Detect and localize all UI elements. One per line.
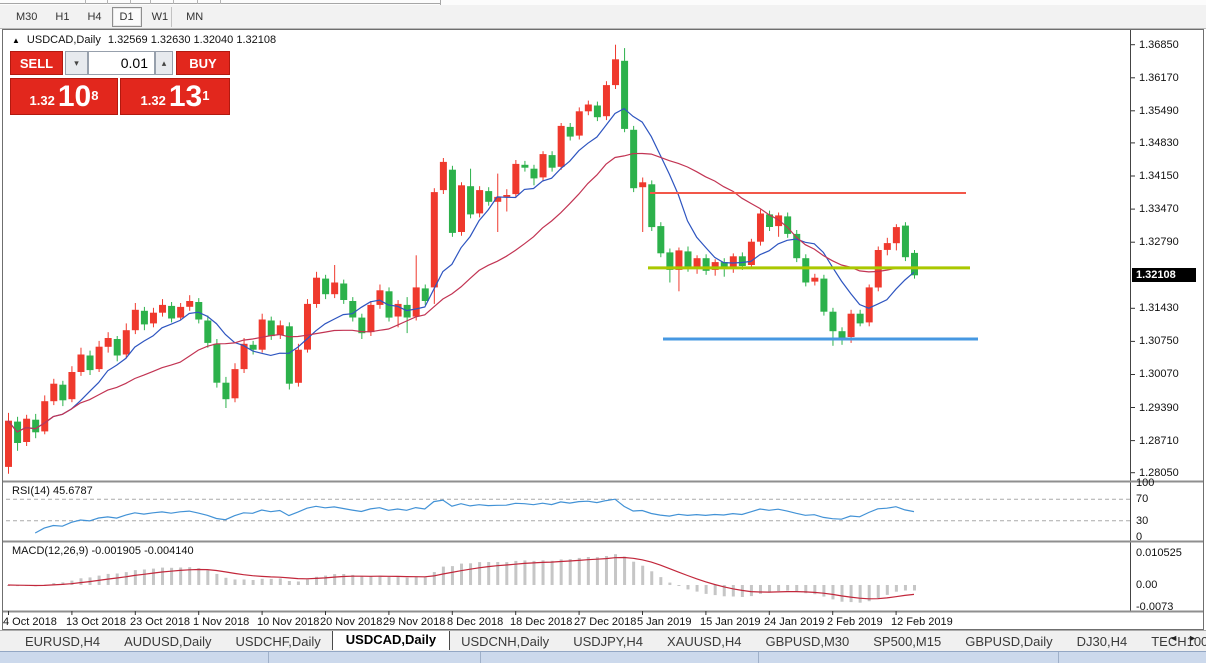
date-tick-label: 20 Nov 2018	[320, 616, 383, 628]
ohlc-values: 1.32569 1.32630 1.32040 1.32108	[107, 34, 277, 46]
price-tick-label: 1.32790	[1139, 236, 1179, 248]
price-tick-label: 1.31430	[1139, 302, 1179, 314]
timeframe-button-h1[interactable]: H1	[55, 10, 70, 23]
date-tick-label: 27 Dec 2018	[574, 616, 637, 628]
tab-usdchf-daily[interactable]: USDCHF,Daily	[235, 633, 321, 649]
collapse-triangle-icon[interactable]: ▲	[12, 35, 20, 45]
toolbar-button-edge	[220, 0, 221, 4]
tab-scroll-right-icon[interactable]: ►	[1188, 633, 1197, 643]
date-tick-label: 23 Oct 2018	[130, 616, 190, 628]
tab-gbpusd-m30[interactable]: GBPUSD,M30	[765, 633, 850, 649]
status-bar-divider	[758, 652, 759, 663]
price-tick-label: 1.28050	[1139, 467, 1179, 479]
date-tick-label: 5 Jan 2019	[637, 616, 692, 628]
tab-usdcad-daily[interactable]: USDCAD,Daily	[331, 631, 451, 650]
price-tick-label: 1.34830	[1139, 137, 1179, 149]
date-tick-label: 4 Oct 2018	[3, 616, 57, 628]
rsi-level-label: 30	[1136, 515, 1149, 527]
date-tick-label: 29 Nov 2018	[383, 616, 446, 628]
tab-eurusd-h4[interactable]: EURUSD,H4	[25, 633, 101, 649]
toolbar-button-edge	[107, 0, 108, 4]
tab-audusd-daily[interactable]: AUDUSD,Daily	[124, 633, 212, 649]
timeframe-button-mn[interactable]: MN	[186, 10, 204, 23]
status-bar-divider	[268, 652, 269, 663]
status-bar-divider	[480, 652, 481, 663]
macd-level-label: 0.00	[1136, 579, 1158, 591]
price-tick-label: 1.28710	[1139, 435, 1179, 447]
date-tick-label: 8 Dec 2018	[447, 616, 504, 628]
buy-price-box[interactable]: 1.32 13 1	[120, 78, 230, 115]
tab-xauusd-h4[interactable]: XAUUSD,H4	[667, 633, 742, 649]
tab-scroll-buttons: ◄ ►	[1164, 633, 1202, 643]
date-tick-label: 13 Oct 2018	[66, 616, 126, 628]
price-tick-label: 1.34150	[1139, 170, 1179, 182]
timeframe-button-h4[interactable]: H4	[87, 10, 102, 23]
price-tick-label: 1.30750	[1139, 335, 1179, 347]
sell-price-point: 8	[91, 88, 99, 103]
macd-level-label: 0.010525	[1136, 547, 1182, 559]
date-tick-label: 12 Feb 2019	[891, 616, 953, 628]
price-tick-label: 1.29390	[1139, 402, 1179, 414]
tab-sp500-m15[interactable]: SP500,M15	[873, 633, 942, 649]
current-price-badge: 1.32108	[1132, 268, 1196, 282]
toolbar-button-edge	[85, 0, 86, 4]
volume-decrease-button[interactable]: ▾	[65, 51, 88, 75]
chart-title: ▲ USDCAD,Daily 1.32569 1.32630 1.32040 1…	[12, 33, 276, 47]
tab-usdjpy-h4[interactable]: USDJPY,H4	[573, 633, 644, 649]
chart-tab-bar: EURUSD,H4 AUDUSD,Daily USDCHF,Daily USDCAD,…	[0, 630, 1206, 651]
price-tick-label: 1.33470	[1139, 203, 1179, 215]
rsi-label: RSI(14) 45.6787	[12, 485, 93, 497]
sell-price-box[interactable]: 1.32 10 8	[10, 78, 118, 115]
symbol-period-label: USDCAD,Daily	[26, 34, 101, 46]
price-tick-label: 1.35490	[1139, 105, 1179, 117]
macd-label: MACD(12,26,9) -0.001905 -0.004140	[12, 545, 194, 557]
rsi-level-label: 0	[1136, 531, 1143, 543]
status-bar-divider	[1058, 652, 1059, 663]
date-tick-label: 1 Nov 2018	[193, 616, 250, 628]
spin-up-icon: ▴	[161, 57, 167, 68]
date-tick-label: 15 Jan 2019	[700, 616, 761, 628]
tab-tech100-h1[interactable]: TECH100,H1	[1151, 633, 1206, 649]
buy-button[interactable]: BUY	[176, 51, 230, 75]
tab-dj30-h4[interactable]: DJ30,H4	[1076, 633, 1128, 649]
toolbar-separator	[171, 7, 172, 27]
buy-price-pips: 13	[168, 80, 203, 113]
tab-usdcnh-daily[interactable]: USDCNH,Daily	[461, 633, 550, 649]
sell-price-prefix: 1.32	[29, 93, 55, 108]
buy-price-point: 1	[202, 88, 210, 103]
tab-gbpusd-daily[interactable]: GBPUSD,Daily	[965, 633, 1053, 649]
timeframe-button-w1[interactable]: W1	[151, 10, 169, 23]
volume-increase-button[interactable]: ▴	[155, 51, 173, 75]
spin-down-icon: ▾	[74, 57, 79, 68]
upper-toolbar-edge	[0, 0, 1206, 5]
toolbar-button-edge	[150, 0, 151, 4]
rsi-level-label: 100	[1136, 477, 1155, 489]
tab-scroll-left-icon[interactable]: ◄	[1169, 633, 1179, 643]
price-tick-label: 1.36850	[1139, 39, 1179, 51]
timeframe-button-d1[interactable]: D1	[111, 6, 142, 27]
volume-input[interactable]: 0.01	[88, 51, 155, 75]
rsi-level-label: 70	[1136, 493, 1149, 505]
toolbar-button-edge	[173, 0, 174, 4]
status-bar	[0, 651, 1206, 663]
timeframe-toolbar: M30 H1 H4 D1 W1 MN	[0, 5, 1206, 29]
price-tick-label: 1.36170	[1139, 72, 1179, 84]
chart-window[interactable]	[2, 29, 1204, 630]
date-tick-label: 10 Nov 2018	[257, 616, 320, 628]
sell-button[interactable]: SELL	[10, 51, 63, 75]
toolbar-button-edge	[130, 0, 131, 4]
macd-level-label: -0.0073	[1136, 601, 1174, 613]
toolbar-button-edge	[197, 0, 198, 4]
date-tick-label: 2 Feb 2019	[827, 616, 883, 628]
price-tick-label: 1.30070	[1139, 368, 1179, 380]
timeframe-button-m30[interactable]: M30	[16, 10, 38, 23]
date-tick-label: 24 Jan 2019	[764, 616, 825, 628]
date-tick-label: 18 Dec 2018	[510, 616, 573, 628]
sell-price-pips: 10	[57, 80, 92, 113]
buy-price-prefix: 1.32	[140, 93, 166, 108]
